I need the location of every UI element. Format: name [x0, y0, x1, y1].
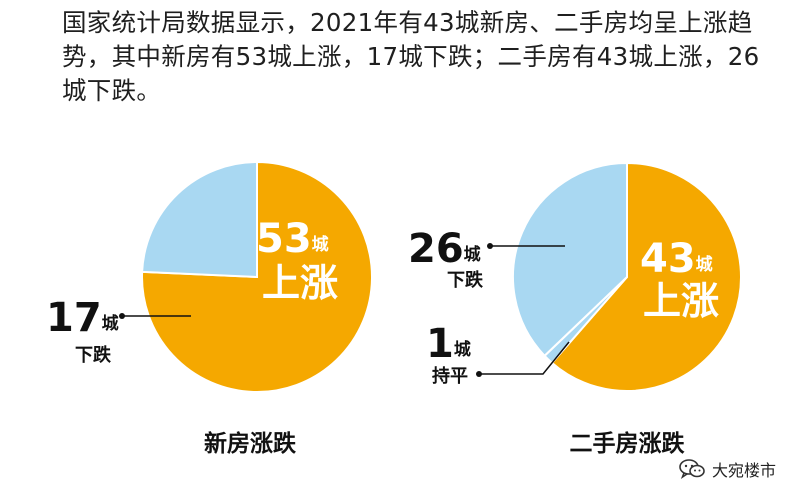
pie2-slice-2 — [512, 161, 628, 358]
svg-text:17城: 17城 — [46, 295, 119, 341]
pie1-slice-0 — [141, 160, 373, 393]
pie2-up-unit: 城 — [696, 255, 713, 275]
pie2-up-label: 上涨 — [643, 279, 719, 323]
watermark: 大宛楼市 — [678, 457, 776, 481]
pie1-slice-1 — [141, 160, 258, 279]
pie2-flat-value: 1 — [426, 321, 454, 367]
svg-text:43城: 43城 — [640, 236, 713, 282]
pie1-leader-dot — [119, 313, 125, 319]
pie2-leader-down-dot — [487, 243, 493, 249]
pie2-down-label: 下跌 — [447, 269, 484, 291]
pie2-leader-flat-dot — [476, 371, 482, 377]
svg-text:1城: 1城 — [426, 321, 471, 367]
pie1-up-label: 上涨 — [262, 261, 338, 305]
pie1-down-value: 17 — [46, 295, 102, 341]
pie2-slice-0 — [550, 161, 742, 392]
intro-paragraph: 国家统计局数据显示，2021年有43城新房、二手房均呈上涨趋势，其中新房有53城… — [62, 8, 760, 105]
pie1-down-unit: 城 — [102, 314, 119, 334]
pie1-down-label: 下跌 — [75, 344, 112, 366]
pie1-up-value: 53 — [256, 216, 312, 262]
pie2-down-value: 26 — [408, 226, 464, 272]
pie-second-hand-homes: 43城 上涨 26城 下跌 1城 持平 二手房涨跌 — [408, 161, 742, 457]
watermark-text: 大宛楼市 — [711, 461, 776, 480]
pie2-up-value: 43 — [640, 236, 696, 282]
pie2-down-unit: 城 — [464, 245, 481, 265]
pie1-title: 新房涨跌 — [204, 430, 296, 457]
wechat-icon — [679, 459, 705, 480]
pie2-leader-flat — [479, 341, 570, 375]
pie2-title: 二手房涨跌 — [570, 430, 685, 457]
pie2-flat-label: 持平 — [432, 365, 468, 387]
svg-text:53城: 53城 — [256, 216, 329, 262]
pie2-flat-unit: 城 — [454, 340, 471, 360]
pie-new-homes: 53城 上涨 17城 下跌 新房涨跌 — [46, 160, 373, 457]
svg-text:26城: 26城 — [408, 226, 481, 272]
pie1-up-unit: 城 — [312, 235, 329, 255]
